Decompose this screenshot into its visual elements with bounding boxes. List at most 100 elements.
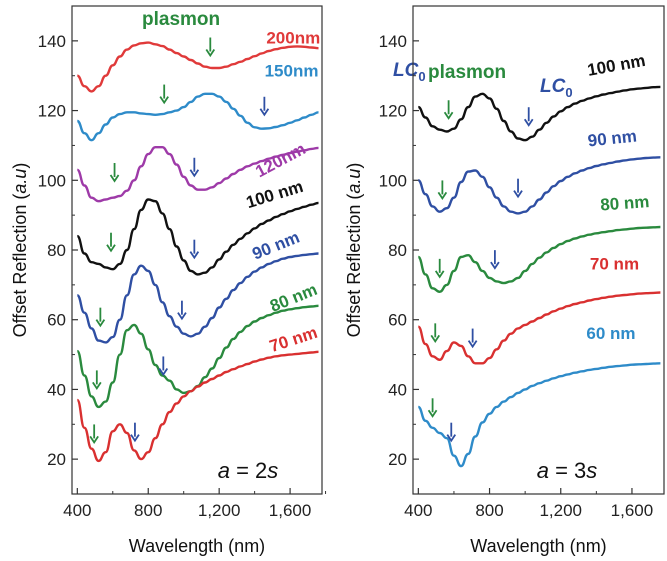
arrow-head xyxy=(523,118,534,127)
series-label: 80 nm xyxy=(267,280,320,316)
x-tick-label: 1,600 xyxy=(611,501,654,520)
plasmon-arrow xyxy=(109,163,120,183)
series-label: 200nm xyxy=(266,29,320,48)
arrow-head xyxy=(434,270,445,279)
lc-arrow xyxy=(189,157,200,178)
plasmon-arrow xyxy=(159,84,169,105)
arrow-head xyxy=(427,409,438,418)
plasmon-arrow xyxy=(95,307,106,328)
series-label: 100 nm xyxy=(244,177,306,212)
series-label: 80 nm xyxy=(600,192,650,214)
lc-arrow xyxy=(177,300,187,321)
lc-annotation: LC0 xyxy=(540,76,573,100)
arrow-head xyxy=(437,191,448,201)
y-tick-label: 40 xyxy=(47,380,66,399)
plasmon-arrow xyxy=(106,232,116,253)
arrow-head xyxy=(92,381,102,391)
arrow-head xyxy=(159,96,169,105)
x-tick-label: 800 xyxy=(134,501,162,520)
y-tick-label: 100 xyxy=(38,171,66,190)
series-line-60nm xyxy=(417,362,661,468)
arrow-head xyxy=(513,190,523,199)
arrow-head xyxy=(109,174,120,183)
arrow-head xyxy=(490,261,500,270)
y-tick-label: 120 xyxy=(379,102,407,121)
plasmon-annotation: plasmon xyxy=(142,9,220,30)
lc-annotation: LC0 xyxy=(393,60,426,84)
plasmon-arrow xyxy=(89,424,99,445)
series-label: 60 nm xyxy=(586,324,635,343)
arrow-head xyxy=(130,434,140,443)
x-axis-title: Wavelength (nm) xyxy=(470,536,606,556)
plasmon-arrow xyxy=(427,398,438,418)
arrow-head xyxy=(177,312,187,321)
series-line-200nm xyxy=(76,41,319,93)
series-line-100nm xyxy=(76,198,319,276)
plasmon-annotation: plasmon xyxy=(428,62,506,83)
x-tick-label: 800 xyxy=(475,501,503,520)
arrow-head xyxy=(158,367,169,377)
y-tick-label: 20 xyxy=(388,450,407,469)
series-label: 100 nm xyxy=(586,51,647,80)
lc-arrow xyxy=(467,328,478,349)
arrow-head xyxy=(189,169,200,178)
lc-arrow xyxy=(189,239,200,260)
plasmon-arrow xyxy=(205,37,216,58)
x-tick-label: 400 xyxy=(404,501,432,520)
series-label: 70 nm xyxy=(267,323,320,356)
x-axis-title: Wavelength (nm) xyxy=(129,536,265,556)
series-line-90nm xyxy=(417,156,661,215)
series-label: 70 nm xyxy=(590,255,639,274)
series-label: 90 nm xyxy=(250,228,303,264)
series-line-150nm xyxy=(76,92,319,142)
arrow-head xyxy=(205,49,216,58)
y-tick-label: 20 xyxy=(47,450,66,469)
series-line-90nm xyxy=(76,252,319,344)
series-line-100nm xyxy=(417,85,661,142)
series-label: 150nm xyxy=(265,62,319,81)
x-tick-label: 1,600 xyxy=(269,501,312,520)
arrow-head xyxy=(259,108,270,117)
y-axis-title: Offset Reflection (a.u) xyxy=(344,163,364,338)
y-tick-label: 100 xyxy=(379,171,407,190)
lc-arrow xyxy=(490,250,500,270)
arrow-head xyxy=(106,244,116,253)
arrow-head xyxy=(446,434,457,443)
plasmon-arrow xyxy=(430,323,441,343)
series-line-80nm xyxy=(417,225,661,293)
chart-panel-1: 20 40 60 80 100 120 140 400 800 1,200 1,600Wavelen… xyxy=(10,5,426,556)
y-tick-label: 120 xyxy=(38,102,66,121)
panel-label: a = 3s xyxy=(537,458,598,483)
x-tick-label: 1,200 xyxy=(539,501,582,520)
series-line-70nm xyxy=(76,350,319,463)
lc-arrow xyxy=(259,96,270,117)
series-label: 120nm xyxy=(252,139,308,181)
lc-arrow xyxy=(523,107,534,127)
y-tick-label: 80 xyxy=(47,241,66,260)
y-tick-label: 40 xyxy=(388,380,407,399)
x-tick-label: 400 xyxy=(63,501,91,520)
x-tick-label: 1,200 xyxy=(198,501,241,520)
y-axis-title: Offset Reflection (a.u) xyxy=(10,163,30,338)
plasmon-arrow xyxy=(443,100,454,120)
y-tick-label: 80 xyxy=(388,241,407,260)
arrow-head xyxy=(95,319,106,328)
series-line-120nm xyxy=(76,146,319,203)
arrow-head xyxy=(430,334,441,343)
plasmon-arrow xyxy=(92,370,102,391)
y-tick-label: 140 xyxy=(379,32,407,51)
lc-arrow xyxy=(130,422,140,443)
y-tick-label: 60 xyxy=(47,311,66,330)
arrow-head xyxy=(443,111,454,120)
series-label: 90 nm xyxy=(587,126,638,150)
chart-panel-2: 20 40 60 80 100 120 140 400 800 1,200 1,600 Wavelen… xyxy=(344,5,665,556)
arrow-head xyxy=(89,435,99,445)
series-line-70nm xyxy=(417,291,661,365)
lc-arrow xyxy=(513,178,523,199)
y-tick-label: 60 xyxy=(388,311,407,330)
panel-label: a = 2s xyxy=(218,458,279,483)
plasmon-arrow xyxy=(434,258,445,279)
lc-arrow xyxy=(446,422,457,443)
arrow-head xyxy=(467,340,478,349)
